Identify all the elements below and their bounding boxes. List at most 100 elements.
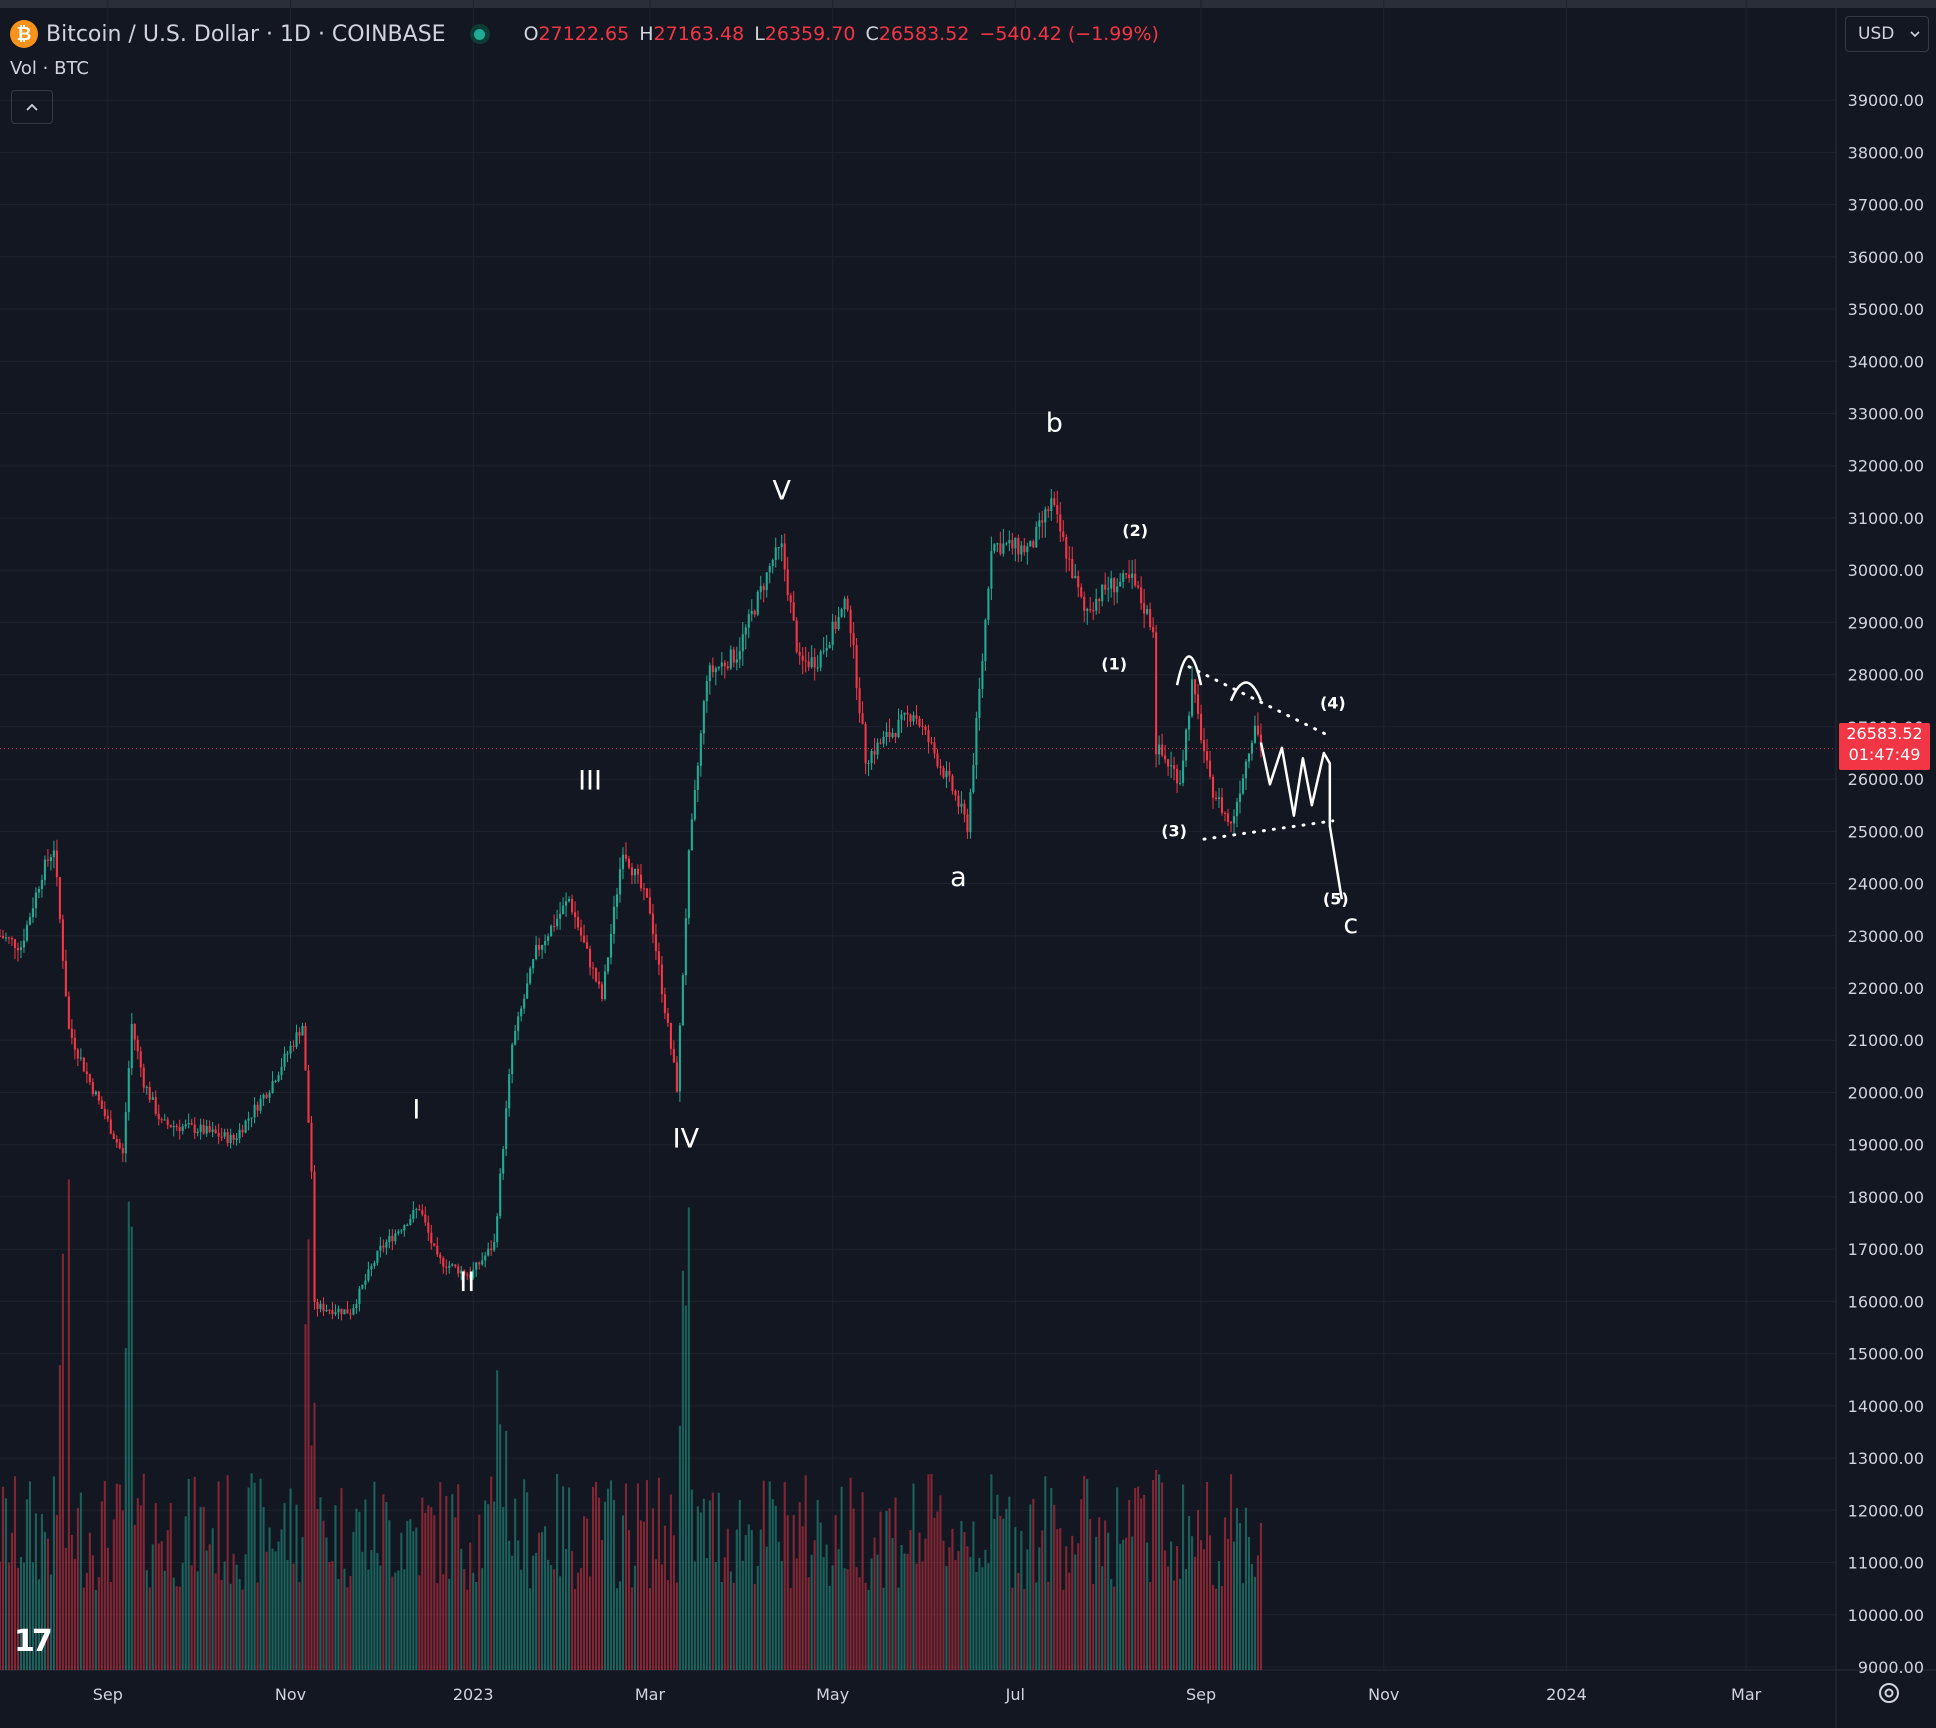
volume-bar [400,1532,403,1670]
volume-bar [511,1555,514,1670]
candle-body [699,733,702,766]
volume-bar [97,1577,100,1670]
candle-body [544,940,547,946]
volume-bar [882,1587,885,1670]
candle-body [1080,587,1083,597]
candle-body [475,1262,478,1270]
volume-bar [1089,1519,1092,1670]
volume-bar [1253,1576,1256,1670]
volume-bar [768,1481,771,1670]
candle-body [1241,778,1245,794]
candle-body [1038,520,1041,527]
candle-body [28,917,31,925]
volume-indicator-label[interactable]: Vol · BTC [10,58,89,79]
candle-body [379,1245,382,1251]
time-tick-label: 2024 [1546,1685,1587,1704]
volume-bar [268,1527,271,1670]
volume-bar [876,1554,879,1670]
candle-body [1211,776,1215,798]
price-tick-label: 20000.00 [1848,1083,1924,1102]
candle-body [1152,626,1155,633]
candle-body [1182,760,1185,783]
candle-body [600,984,604,1000]
volume-bar [630,1587,634,1670]
volume-bar [1214,1588,1218,1670]
candle-body [481,1260,484,1265]
candle-body [7,937,11,939]
candle-body [891,733,894,738]
volume-bar [10,1532,14,1670]
volume-bar [861,1492,864,1670]
candle-body [64,960,67,997]
volume-bar [1104,1520,1107,1670]
candle-body [1205,751,1209,761]
settings-icon[interactable] [1876,1680,1902,1706]
candle-body [85,1071,88,1075]
volume-bar [1083,1475,1086,1670]
candle-body [657,951,660,965]
volume-bar [582,1516,586,1670]
volume-bar [804,1475,807,1670]
market-status-icon[interactable] [469,24,490,44]
candle-body [577,917,580,928]
candle-body [777,547,780,549]
price-tick-label: 14000.00 [1848,1397,1924,1416]
candle-body [1128,574,1131,578]
volume-bar [73,1558,76,1670]
candle-body [382,1245,385,1248]
volume-bar [217,1481,220,1670]
candle-body [1044,509,1047,523]
candle-body [115,1138,118,1143]
volume-bar [672,1535,675,1670]
volume-bar [154,1503,157,1670]
volume-bar [409,1519,412,1670]
volume-bar [550,1565,553,1670]
volume-bar [43,1531,46,1670]
volume-bar [1226,1538,1230,1670]
volume-bar [1029,1504,1032,1670]
candle-body [678,1025,681,1092]
candle-body [1155,632,1158,755]
volume-bar [109,1581,112,1670]
candle-body [1244,761,1248,779]
volume-bar [250,1473,253,1670]
candle-body [1029,541,1032,547]
candle-body [328,1309,331,1311]
volume-bar [675,1582,678,1670]
volume-bar [439,1482,442,1670]
candle-body [1202,739,1206,752]
volume-bar [193,1476,196,1670]
candle-body [298,1032,301,1036]
volume-bar [373,1481,376,1670]
candle-body [457,1266,460,1274]
candle-body [460,1270,463,1274]
volume-bar [780,1560,783,1670]
collapse-indicators-button[interactable] [11,90,53,124]
volume-bar [960,1521,963,1670]
candle-body [559,913,562,919]
volume-bar [295,1504,298,1670]
candle-body [520,1008,523,1017]
candle-body [708,665,711,682]
volume-bar [888,1508,891,1670]
volume-bar [124,1348,127,1670]
wave-label: (4) [1320,694,1346,713]
candle-body [948,770,951,776]
candle-body [1101,584,1104,602]
symbol-title[interactable]: Bitcoin / U.S. Dollar · 1D · COINBASE [46,21,446,47]
candle-body [412,1210,415,1219]
volume-bar [1199,1540,1203,1670]
volume-bar [367,1569,370,1670]
candle-body [97,1091,100,1101]
tradingview-logo[interactable]: 17 [14,1624,53,1659]
candle-body [1035,526,1038,548]
candle-body [463,1270,466,1275]
volume-bar [840,1486,843,1670]
volume-bar [1107,1532,1110,1670]
candle-body [10,938,14,940]
currency-select[interactable]: USD [1845,16,1929,52]
volume-bar [1259,1522,1262,1670]
candle-body [43,859,46,880]
volume-bar [190,1565,193,1670]
